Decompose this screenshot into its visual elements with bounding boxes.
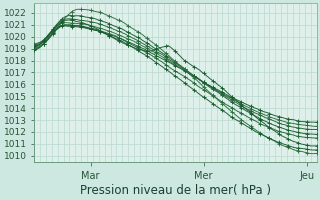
X-axis label: Pression niveau de la mer( hPa ): Pression niveau de la mer( hPa ) [80, 184, 271, 197]
